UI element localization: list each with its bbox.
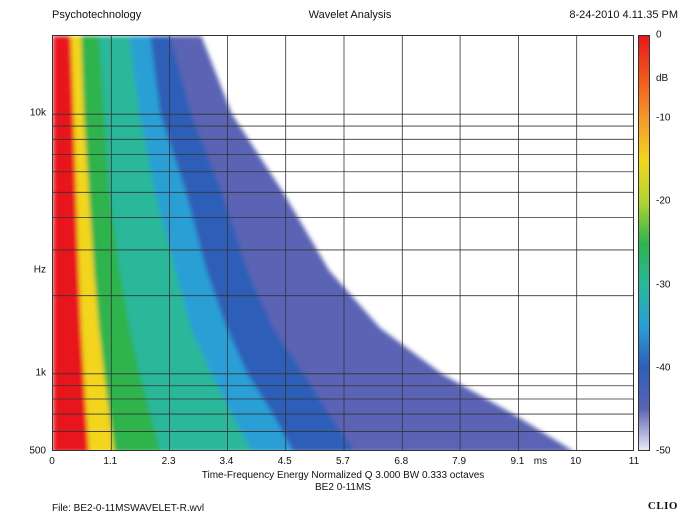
company-label: Psychotechnology	[52, 9, 142, 21]
x-tick-label: 6.8	[394, 456, 409, 467]
y-tick-label: 500	[29, 445, 46, 457]
y-axis-labels: 10k Hz 1k 500	[0, 35, 50, 457]
x-tick-label: 0	[49, 456, 55, 467]
x-tick-label: 7.9	[452, 456, 467, 467]
colorbar-tick-label: 0	[656, 29, 662, 41]
measurement-name: BE2 0-11MS	[315, 482, 371, 493]
wavelet-plot-area[interactable]	[52, 35, 634, 451]
colorbar	[638, 35, 650, 451]
colorbar-tick-label: -10	[656, 112, 671, 124]
y-tick-label: 1k	[35, 367, 46, 379]
x-tick-label: 11	[628, 456, 640, 467]
colorbar-unit: dB	[656, 73, 669, 84]
colorbar-labels: 0 -10 -20 -30 -40 -50	[652, 30, 697, 457]
y-tick-label: Hz	[33, 264, 46, 275]
x-tick-label: 2.3	[161, 456, 176, 467]
colorbar-tick-label: -40	[656, 362, 671, 374]
clio-logo: CLIO	[647, 500, 678, 512]
x-tick-label: 1.1	[103, 456, 118, 467]
x-tick-label: 4.5	[277, 456, 292, 467]
colorbar-tick-label: -30	[656, 279, 671, 291]
x-axis-labels: 0 1.1 2.3 3.4 4.5 5.7 6.8 7.9 9.1 ms 10 11	[49, 456, 639, 470]
x-tick-label: 9.1	[510, 456, 525, 467]
analysis-caption: Time-Frequency Energy Normalized Q 3.000…	[201, 470, 485, 481]
x-tick-label: ms	[533, 456, 548, 467]
x-tick-label: 5.7	[336, 456, 350, 467]
wavelet-plot-svg	[53, 36, 633, 450]
energy-contours	[53, 36, 572, 450]
y-tick-label: 10k	[29, 107, 46, 119]
colorbar-tick-label: -50	[656, 445, 671, 457]
grid-lines	[53, 36, 633, 450]
colorbar-tick-label: -20	[656, 195, 671, 207]
x-tick-label: 10	[570, 456, 582, 467]
x-tick-label: 3.4	[219, 456, 234, 467]
timestamp-label: 8-24-2010 4.11.35 PM	[569, 9, 678, 21]
chart-title: Wavelet Analysis	[308, 9, 392, 21]
file-name-label: File: BE2-0-11MSWAVELET-R.wvl	[52, 503, 205, 514]
